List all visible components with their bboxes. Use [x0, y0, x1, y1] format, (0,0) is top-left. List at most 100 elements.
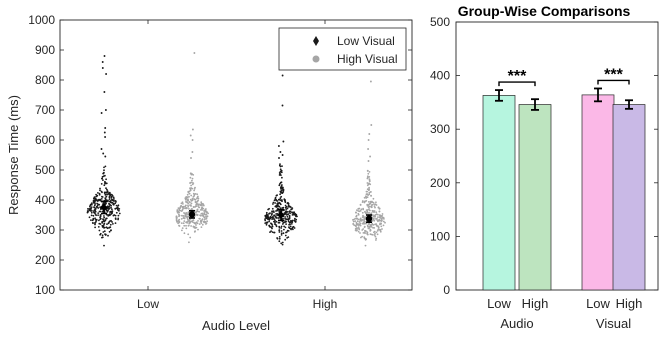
data-point — [110, 198, 113, 201]
data-point — [283, 212, 286, 215]
data-point — [288, 210, 291, 213]
data-point — [113, 200, 115, 203]
data-point — [370, 195, 372, 197]
significance-brackets: *** *** — [498, 66, 630, 87]
data-point — [275, 217, 278, 219]
data-point — [101, 210, 104, 213]
data-point — [181, 206, 184, 208]
data-point — [275, 220, 278, 223]
data-point — [114, 214, 117, 217]
data-point — [352, 220, 355, 223]
data-point — [363, 237, 366, 240]
data-point — [99, 218, 102, 221]
data-point — [285, 205, 288, 208]
data-point — [373, 219, 376, 222]
data-point — [374, 223, 376, 226]
data-point — [356, 220, 359, 223]
data-point — [363, 196, 366, 199]
data-point — [273, 199, 276, 202]
data-point — [376, 230, 379, 232]
data-point — [367, 201, 370, 203]
y-tick-label: 200 — [35, 253, 55, 267]
data-point — [273, 218, 276, 221]
data-point — [272, 201, 275, 204]
data-point — [362, 207, 364, 210]
data-point — [108, 192, 111, 194]
data-point — [354, 220, 357, 223]
data-point — [368, 186, 370, 189]
data-point — [281, 207, 284, 209]
data-point — [109, 223, 112, 226]
outlier-point — [104, 136, 107, 138]
data-point — [118, 209, 120, 212]
data-point — [373, 215, 375, 218]
data-point — [293, 227, 296, 229]
data-point — [282, 221, 285, 224]
data-point — [380, 220, 383, 223]
data-point — [100, 198, 103, 200]
data-point — [112, 202, 115, 205]
data-point — [279, 165, 282, 168]
outlier-point — [279, 151, 282, 153]
outlier-point — [369, 155, 372, 158]
data-point — [359, 232, 361, 234]
data-point — [178, 220, 181, 223]
data-point — [109, 204, 111, 206]
data-point — [204, 213, 207, 216]
data-point — [284, 238, 287, 241]
data-point — [197, 197, 200, 200]
data-point — [202, 215, 205, 218]
data-point — [192, 219, 195, 222]
data-point — [367, 227, 370, 230]
data-point — [367, 225, 369, 228]
data-point — [106, 191, 109, 193]
data-point — [352, 219, 354, 221]
data-point — [178, 218, 181, 221]
data-point — [188, 221, 191, 224]
swarm-x-ticks: Low High — [137, 20, 337, 311]
data-point — [106, 210, 109, 213]
data-point — [103, 169, 105, 172]
data-point — [286, 231, 288, 233]
mean-marker — [100, 203, 108, 212]
data-point — [380, 218, 383, 220]
data-point — [363, 225, 366, 228]
data-point — [185, 224, 187, 227]
data-point — [201, 206, 204, 209]
data-point — [292, 212, 295, 215]
bar-category-label: High — [616, 296, 643, 311]
data-point — [377, 220, 379, 223]
y-tick-label: 700 — [35, 103, 55, 117]
data-point — [102, 231, 105, 233]
data-point — [179, 206, 182, 209]
data-point — [114, 207, 117, 210]
data-point — [363, 218, 366, 221]
outlier-point — [103, 55, 106, 57]
data-point — [362, 221, 365, 224]
data-point — [281, 176, 283, 179]
data-point — [188, 208, 190, 210]
y-tick-label: 500 — [430, 15, 450, 29]
data-point — [194, 205, 197, 208]
bar — [518, 104, 552, 291]
data-point — [355, 215, 358, 218]
data-point — [97, 214, 99, 217]
bar-category-label: Low — [586, 296, 610, 311]
outlier-point — [105, 73, 108, 75]
data-point — [377, 227, 380, 229]
data-point — [105, 178, 107, 181]
data-point — [270, 230, 272, 233]
data-point — [368, 191, 371, 194]
data-point — [104, 180, 106, 183]
outlier-point — [191, 139, 194, 141]
data-point — [270, 222, 272, 225]
data-point — [275, 194, 278, 197]
data-point — [280, 232, 283, 235]
data-point — [378, 228, 381, 231]
data-point — [197, 205, 200, 207]
data-point — [288, 223, 290, 226]
data-point — [276, 237, 279, 240]
data-point — [176, 210, 179, 213]
data-point — [278, 210, 281, 213]
